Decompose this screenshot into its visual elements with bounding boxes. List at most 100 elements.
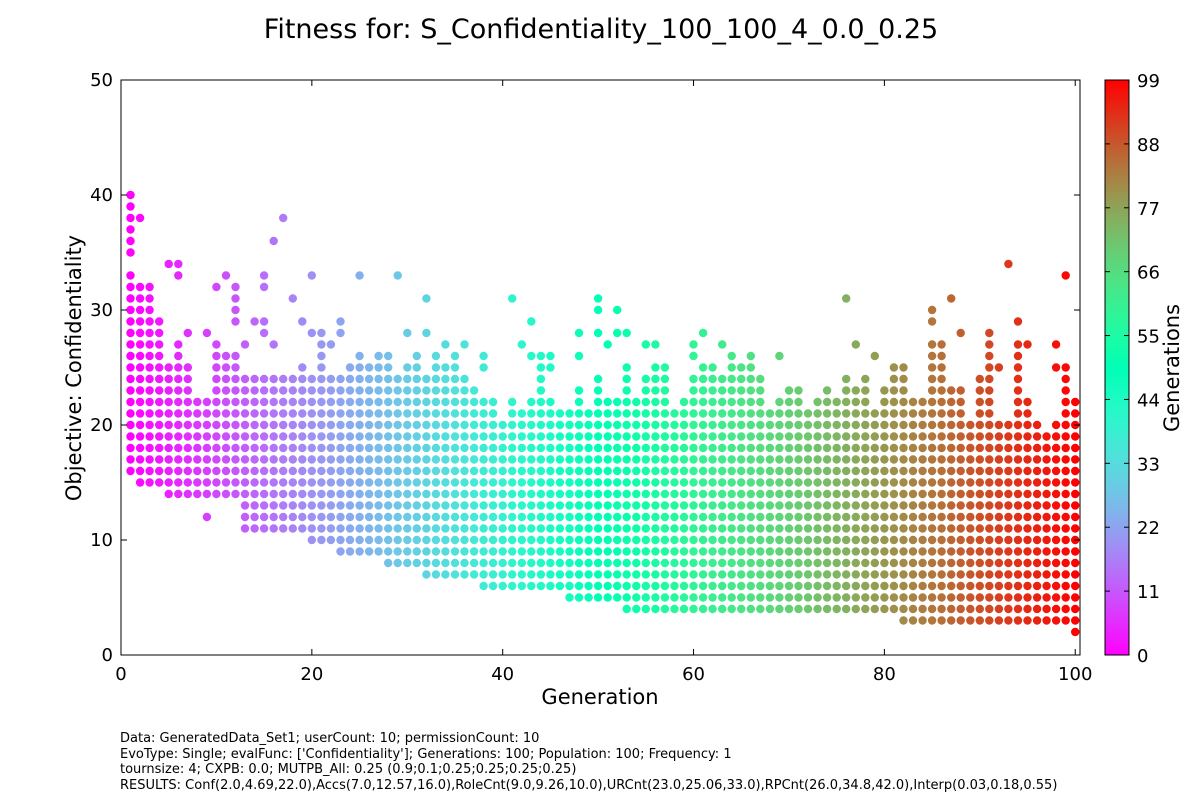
data-point [813,397,822,407]
data-point [851,432,860,441]
data-point [966,512,975,522]
data-point [966,466,975,476]
data-point [221,478,231,487]
data-point [527,432,536,441]
data-point [994,581,1004,591]
data-point [145,282,154,292]
data-point [784,570,794,579]
data-point [603,581,612,591]
data-point [632,478,641,487]
data-point [1032,524,1042,533]
data-point [679,570,689,579]
data-point [145,397,154,407]
data-point [679,432,689,441]
data-point [708,593,717,602]
data-point [1032,489,1042,499]
data-point [364,409,374,418]
data-point [727,409,736,418]
y-tick-label: 50 [90,70,113,91]
data-point [364,512,374,522]
data-point [832,535,841,545]
data-point [155,328,164,338]
data-point [1032,593,1042,602]
data-point [737,420,746,430]
data-point [307,374,316,384]
data-point [412,501,421,510]
data-point [345,420,355,430]
data-point [126,190,135,200]
data-point [259,328,269,338]
data-point [307,271,316,280]
data-point [794,478,803,487]
data-point [927,604,937,614]
data-point [279,443,288,453]
data-point [565,524,574,533]
data-point [1013,317,1023,326]
data-point [832,409,841,418]
data-point [956,432,965,441]
data-point [259,478,269,487]
data-point [966,616,975,625]
data-point [689,351,698,361]
data-point [384,524,393,533]
data-point [775,593,784,602]
data-point [842,581,851,591]
data-point [784,501,794,510]
data-point [298,397,307,407]
data-point [164,386,173,395]
data-point [250,512,259,522]
data-point [574,409,584,418]
data-point [651,386,660,395]
data-point [803,432,813,441]
data-point [966,501,975,510]
data-point [794,570,803,579]
data-point [508,547,517,556]
data-point [698,501,708,510]
data-point [727,524,736,533]
data-point [613,305,622,315]
data-point [488,443,498,453]
footer-results-line: RESULTS: Conf(2.0,4.69,22.0),Accs(7.0,12… [120,777,1058,793]
data-point [479,351,488,361]
data-point [450,501,460,510]
data-point [880,466,889,476]
data-point [899,386,908,395]
data-point [813,443,822,453]
data-point [450,397,460,407]
data-point [870,581,879,591]
data-point [670,547,679,556]
data-point [145,305,154,315]
data-point [861,535,870,545]
data-point [794,409,803,418]
data-point [842,478,851,487]
data-point [651,363,660,372]
data-point [384,363,393,372]
data-point [431,443,441,453]
data-point [670,570,679,579]
data-point [908,397,918,407]
data-point [1013,466,1023,476]
data-point [927,409,937,418]
data-point [441,524,450,533]
data-point [670,443,679,453]
data-point [288,501,297,510]
data-point [460,570,469,579]
data-point [527,317,536,326]
data-point [593,305,603,315]
data-point [431,432,441,441]
data-point [718,547,727,556]
data-point [441,374,450,384]
data-point [441,466,450,476]
data-point [851,593,860,602]
data-point [431,558,441,568]
data-point [985,386,994,395]
data-point [593,455,603,464]
data-point [679,547,689,556]
data-point [822,512,832,522]
data-point [1023,616,1032,625]
data-point [985,466,994,476]
data-point [947,455,956,464]
data-point [641,478,650,487]
data-point [584,524,593,533]
data-point [135,386,145,395]
